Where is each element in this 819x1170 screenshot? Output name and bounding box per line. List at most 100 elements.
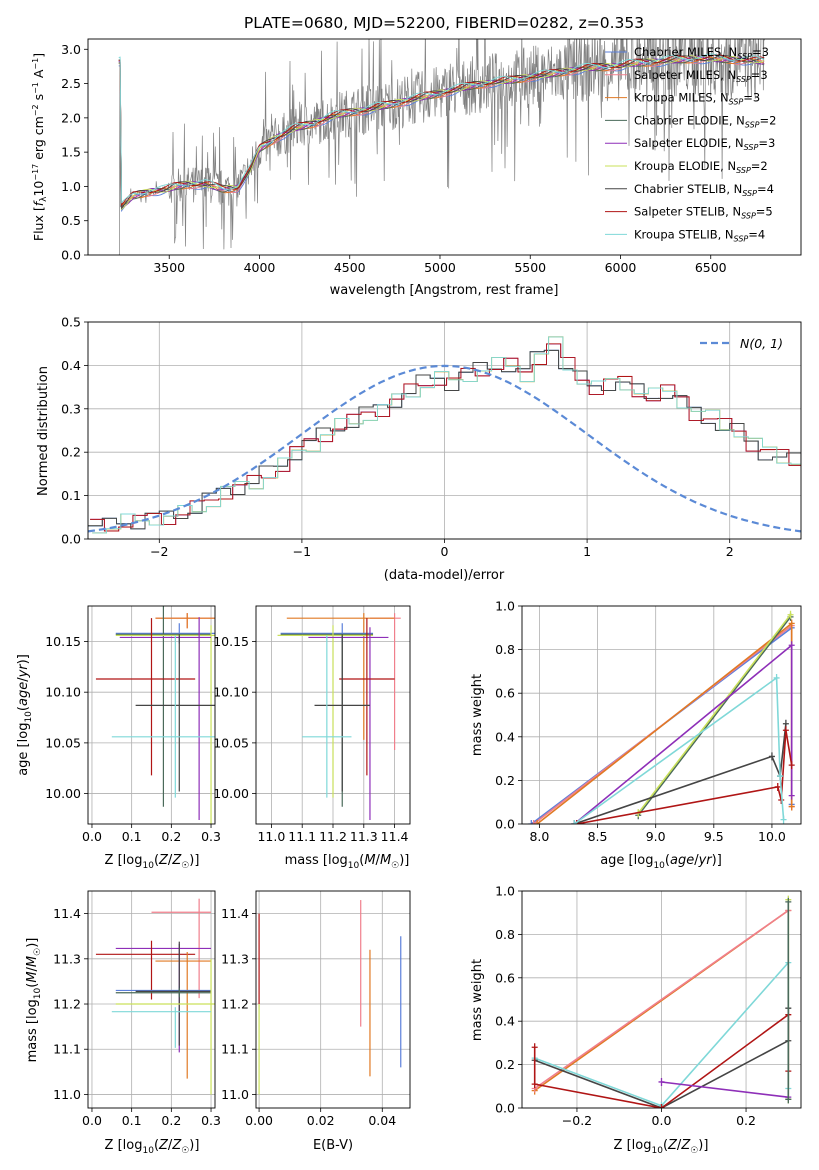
- age_vs_mass-xtick-label: 11.0: [257, 829, 285, 844]
- residuals-xtick-label: 0: [441, 544, 449, 559]
- spectrum-legend: Chabrier MILES, NSSP=3 Salpeter MILES, NS…: [605, 45, 776, 243]
- mass_weight_vs_age-marker-krou_miles: [534, 820, 541, 824]
- age_vs_mass-xtick-label: 11.1: [288, 829, 316, 844]
- mass_weight_vs_Z-xtick-label: 0.2: [736, 1113, 756, 1128]
- mass_vs_Z-axes: 0.0 0.1 0.2 0.3 11.0 11.1 11.2 11.3 11.4: [53, 891, 221, 1128]
- mass_weight_vs_age-xtick-label: 8.5: [588, 829, 608, 844]
- mass_vs_ebv-frame: [255, 890, 411, 1109]
- mass_vs_Z-xtick-label: 0.1: [122, 1113, 142, 1128]
- legend-label: Kroupa ELODIE, NSSP=2: [634, 159, 768, 175]
- spectrum-ytick-label: 1.5: [61, 145, 81, 160]
- mass_weight_vs_Z-ytick-label: 0.4: [495, 1014, 515, 1029]
- mass_vs_ebv-xlabel: E(B-V): [313, 1138, 353, 1153]
- residuals-normal-curve: [88, 364, 801, 533]
- mass_weight_vs_age-xtick-label: 10.0: [758, 829, 786, 844]
- mass_weight_vs_age-marker-krou_stelib: [780, 815, 787, 824]
- residuals-xtick-label: −1: [293, 544, 311, 559]
- legend-label: Salpeter STELIB, NSSP=5: [634, 205, 773, 221]
- spectrum-frame: [87, 38, 802, 256]
- spectrum-data-line: [117, 39, 765, 255]
- spectrum-xtick-label: 6000: [605, 260, 637, 275]
- mass_weight_vs_age-marker-salp_stelib: [782, 726, 789, 735]
- mass_weight_vs_age-marker-krou_stelib: [777, 772, 784, 781]
- spectrum-ylabel: Flux [fλ10−17 erg cm−2 s−1 A−1]: [31, 53, 49, 241]
- figure-title: PLATE=0680, MJD=52200, FIBERID=0282, z=0…: [244, 14, 644, 32]
- spectrum-ytick-label: 0.5: [61, 213, 81, 228]
- spectrum-ytick-label: 2.0: [61, 110, 81, 125]
- spectrum-xlabel: wavelength [Angstrom, rest frame]: [330, 283, 559, 298]
- mass_weight_vs_Z-axes: −0.2 0.0 0.2 0.0 0.2 0.4 0.6 0.8 1.0: [495, 884, 801, 1128]
- mass_weight_vs_age-marker-krou_miles: [788, 619, 795, 628]
- spectrum-xtick-label: 5000: [424, 260, 456, 275]
- mass_vs_Z-xlabel: Z [log10(Z/Z☉)]: [105, 1138, 200, 1156]
- mass_weight_vs_age-ytick-label: 0.6: [495, 686, 515, 701]
- mass_vs_ebv-xtick-label: 0.04: [368, 1113, 396, 1128]
- mass_vs_Z-xtick-label: 0.0: [82, 1113, 102, 1128]
- mass_weight_vs_age-marker-krou_elodie: [787, 610, 794, 619]
- spectrum-xtick-label: 5500: [514, 260, 546, 275]
- residuals-ytick-label: 0.0: [61, 532, 81, 547]
- age_vs_mass-ytick-label: 10.15: [213, 634, 249, 649]
- mass_weight_vs_Z-ytick-label: 0.2: [495, 1057, 515, 1072]
- mass_vs_ebv-xtick-label: 0.02: [307, 1113, 335, 1128]
- residuals-xlabel: (data-model)/error: [384, 568, 505, 583]
- mass_weight_vs_Z-marker-salp_stelib: [531, 1043, 538, 1052]
- age_vs_mass-ytick-label: 10.00: [213, 786, 249, 801]
- mass_weight_vs_Z-marker-salp_stelib: [531, 1080, 538, 1089]
- spectrum-model-salp_miles: [118, 57, 765, 210]
- mass_weight_vs_Z-ytick-label: 0.0: [495, 1101, 515, 1116]
- mass_weight_vs_Z-marker-chab_elodie: [785, 897, 792, 906]
- mass_weight_vs_Z-marker-salp_stelib: [658, 1104, 665, 1108]
- age_vs_Z-xlabel: Z [log10(Z/Z☉)]: [105, 853, 200, 871]
- spectrum-model-krou_stelib: [118, 53, 765, 204]
- age_vs_Z-xtick-label: 0.2: [161, 829, 181, 844]
- residuals-ytick-label: 0.2: [61, 445, 81, 460]
- mass_vs_Z-frame: [87, 890, 216, 1109]
- spectrum-ytick-label: 1.0: [61, 179, 81, 194]
- mass_vs_Z-xtick-label: 0.3: [201, 1113, 221, 1128]
- mass_weight_vs_age-frame: [521, 605, 802, 825]
- mass_weight_vs_age-ytick-label: 0.2: [495, 773, 515, 788]
- age_vs_mass-xtick-label: 11.3: [350, 829, 378, 844]
- mass_weight_vs_Z-plot: [531, 895, 792, 1108]
- age_vs_mass-ytick-label: 10.05: [213, 735, 249, 750]
- spectrum-plot: [117, 39, 765, 255]
- mass_weight_vs_Z-ytick-label: 0.6: [495, 970, 515, 985]
- mass_weight_vs_age-ytick-label: 0.0: [495, 817, 515, 832]
- residuals-axes: −2 −1 0 1 2 0.0 0.1 0.2 0.3 0.4 0.5: [61, 315, 801, 559]
- mass_weight_vs_Z-xlabel: Z [log10(Z/Z☉)]: [614, 1138, 709, 1156]
- residuals-hist-chab_miles: [88, 349, 801, 530]
- mass_weight_vs_Z-xtick-label: −0.2: [562, 1113, 592, 1128]
- residuals-hist-chab_stelib: [88, 349, 801, 530]
- mass_vs_Z-ytick-label: 11.4: [53, 906, 81, 921]
- residuals-ytick-label: 0.5: [61, 315, 81, 330]
- residuals-legend-label: N(0, 1): [740, 336, 783, 351]
- spectrum-ytick-label: 0.0: [61, 248, 81, 263]
- mass_weight_vs_age-line-krou_elodie: [637, 614, 792, 814]
- legend-label: Chabrier STELIB, NSSP=4: [634, 182, 774, 198]
- mass_weight_vs_age-line-chab_elodie: [637, 616, 792, 816]
- mass_vs_Z-ytick-label: 11.1: [53, 1042, 81, 1057]
- age_vs_mass-frame: [255, 605, 411, 825]
- mass_weight_vs_age-marker-salp_miles: [530, 820, 537, 824]
- mass_weight_vs_age-line-krou_stelib: [573, 676, 785, 824]
- mass_weight_vs_Z-frame: [521, 890, 802, 1109]
- age_vs_Z-xtick-label: 0.0: [82, 829, 102, 844]
- mass_weight_vs_Z-ytick-label: 0.8: [495, 927, 515, 942]
- residuals-hist-salp_stelib: [90, 343, 801, 532]
- age_vs_mass-ytick-label: 10.10: [213, 685, 249, 700]
- spectrum-xtick-label: 3500: [153, 260, 185, 275]
- residuals-hist-salp_miles: [90, 343, 801, 532]
- mass_vs_ebv-ytick-label: 11.3: [221, 951, 249, 966]
- legend-label: Kroupa STELIB, NSSP=4: [634, 227, 765, 243]
- mass_weight_vs_age-xlabel: age [log10(age/yr)]: [600, 853, 722, 871]
- mass_weight_vs_age-marker-chab_stelib: [768, 752, 775, 761]
- mass_vs_Z-ytick-label: 11.2: [53, 997, 81, 1012]
- mass_vs_Z-ylabel: mass [log10(M/M☉)]: [25, 938, 43, 1063]
- spectrum-ytick-label: 2.5: [61, 76, 81, 91]
- mass_vs_ebv-ytick-label: 11.4: [221, 906, 249, 921]
- spectrum-ytick-label: 3.0: [61, 42, 81, 57]
- age_vs_Z-ytick-label: 10.15: [45, 634, 81, 649]
- residuals-ytick-label: 0.1: [61, 488, 81, 503]
- mass_vs_Z-ytick-label: 11.3: [53, 951, 81, 966]
